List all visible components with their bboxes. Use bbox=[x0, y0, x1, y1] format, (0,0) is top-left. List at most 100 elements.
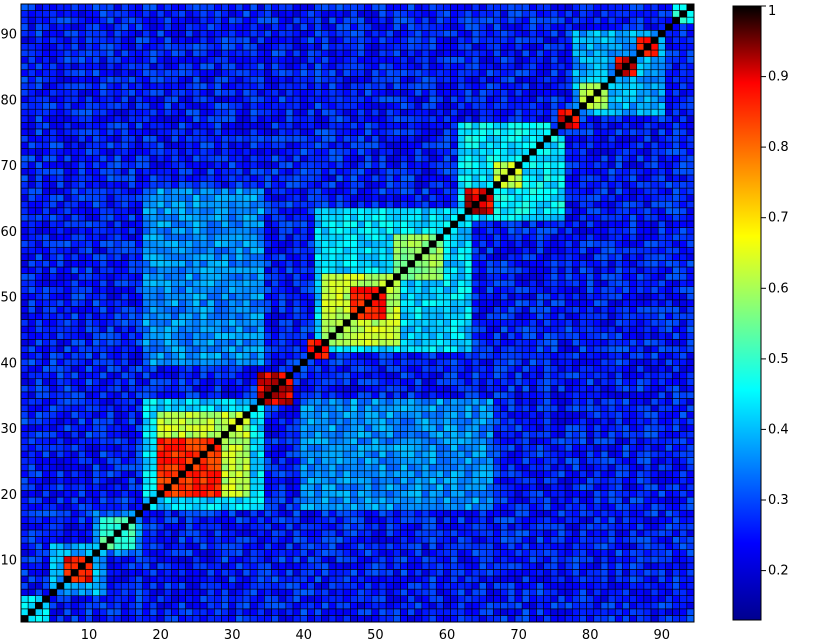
heatmap-cell bbox=[256, 509, 265, 518]
heatmap-cell bbox=[299, 214, 308, 222]
heatmap-cell bbox=[321, 437, 330, 445]
heatmap-cell bbox=[314, 562, 323, 570]
heatmap-cell bbox=[285, 569, 294, 577]
heatmap-cell bbox=[199, 36, 208, 44]
heatmap-cell bbox=[192, 292, 201, 301]
heatmap-cell bbox=[249, 273, 258, 281]
heatmap-cell bbox=[328, 483, 337, 491]
heatmap-cell bbox=[156, 299, 165, 307]
heatmap-cell bbox=[128, 214, 136, 222]
heatmap-cell bbox=[307, 292, 315, 301]
heatmap-cell bbox=[92, 292, 101, 301]
heatmap-cell bbox=[70, 279, 79, 288]
heatmap-cell bbox=[350, 299, 358, 307]
heatmap-cell bbox=[135, 161, 144, 169]
heatmap-cell bbox=[185, 615, 194, 623]
heatmap-cell bbox=[92, 358, 101, 366]
heatmap-cell bbox=[142, 562, 151, 570]
heatmap-cell bbox=[20, 128, 29, 136]
heatmap-cell bbox=[249, 345, 258, 353]
heatmap-cell bbox=[35, 601, 43, 610]
heatmap-cell bbox=[92, 595, 101, 603]
heatmap-cell bbox=[328, 69, 337, 77]
heatmap-cell bbox=[242, 404, 251, 412]
heatmap-cell bbox=[264, 352, 272, 360]
heatmap-cell bbox=[249, 299, 258, 307]
heatmap-cell bbox=[400, 523, 408, 531]
heatmap-cell bbox=[85, 214, 93, 222]
heatmap-cell bbox=[364, 49, 373, 57]
heatmap-cell bbox=[42, 299, 50, 307]
heatmap-cell bbox=[342, 29, 351, 38]
heatmap-cell bbox=[214, 477, 222, 485]
heatmap-cell bbox=[292, 444, 301, 452]
heatmap-cell bbox=[321, 174, 330, 182]
heatmap-cell bbox=[328, 286, 337, 294]
heatmap-cell bbox=[307, 240, 315, 248]
heatmap-cell bbox=[163, 562, 172, 570]
heatmap-cell bbox=[49, 509, 58, 518]
heatmap-cell bbox=[392, 29, 401, 38]
heatmap-cell bbox=[49, 299, 58, 307]
heatmap-cell bbox=[63, 292, 72, 301]
heatmap-cell bbox=[142, 240, 151, 248]
heatmap-cell bbox=[307, 358, 315, 366]
heatmap-cell bbox=[27, 444, 36, 452]
heatmap-cell bbox=[278, 62, 287, 71]
heatmap-cell bbox=[364, 470, 373, 478]
heatmap-cell bbox=[342, 503, 351, 511]
heatmap-cell bbox=[20, 371, 29, 380]
heatmap-cell bbox=[299, 477, 308, 485]
heatmap-cell bbox=[142, 181, 151, 189]
heatmap-cell bbox=[307, 299, 315, 307]
heatmap-cell bbox=[321, 503, 330, 511]
heatmap-cell bbox=[378, 214, 387, 222]
heatmap-cell bbox=[335, 23, 344, 31]
heatmap-cell bbox=[228, 148, 237, 156]
heatmap-cell bbox=[56, 615, 65, 623]
heatmap-cell bbox=[149, 542, 158, 550]
heatmap-cell bbox=[35, 365, 43, 373]
heatmap-cell bbox=[206, 450, 215, 458]
heatmap-cell bbox=[378, 490, 387, 498]
heatmap-cell bbox=[178, 319, 186, 327]
heatmap-cell bbox=[171, 595, 179, 603]
heatmap-cell bbox=[299, 424, 308, 432]
heatmap-cell bbox=[364, 181, 373, 189]
heatmap-cell bbox=[264, 608, 272, 616]
heatmap-cell bbox=[271, 95, 280, 103]
heatmap-cell bbox=[192, 3, 201, 11]
heatmap-cell bbox=[235, 582, 244, 590]
heatmap-cell bbox=[206, 253, 215, 261]
heatmap-cell bbox=[56, 220, 65, 228]
heatmap-cell bbox=[214, 450, 222, 458]
heatmap-cell bbox=[113, 358, 122, 366]
heatmap-cell bbox=[264, 588, 272, 597]
heatmap-cell bbox=[113, 483, 122, 491]
heatmap-cell bbox=[249, 490, 258, 498]
heatmap-cell bbox=[307, 319, 315, 327]
heatmap-cell bbox=[249, 174, 258, 182]
heatmap-cell bbox=[307, 214, 315, 222]
heatmap-cell bbox=[199, 16, 208, 25]
heatmap-cell bbox=[113, 562, 122, 570]
heatmap-cell bbox=[314, 181, 323, 189]
heatmap-cell bbox=[350, 503, 358, 511]
heatmap-cell bbox=[120, 16, 129, 25]
heatmap-cell bbox=[199, 306, 208, 314]
heatmap-cell bbox=[199, 3, 208, 11]
heatmap-cell bbox=[178, 608, 186, 616]
heatmap-cell bbox=[292, 29, 301, 38]
heatmap-cell bbox=[228, 108, 237, 117]
heatmap-cell bbox=[307, 615, 315, 623]
heatmap-cell bbox=[292, 89, 301, 97]
heatmap-cell bbox=[342, 385, 351, 393]
heatmap-cell bbox=[378, 523, 387, 531]
heatmap-cell bbox=[249, 23, 258, 31]
heatmap-cell bbox=[228, 168, 237, 176]
heatmap-cell bbox=[314, 128, 323, 136]
heatmap-cell bbox=[335, 588, 344, 597]
heatmap-cell bbox=[63, 181, 72, 189]
heatmap-cell bbox=[156, 450, 165, 458]
heatmap-cell bbox=[63, 154, 72, 163]
